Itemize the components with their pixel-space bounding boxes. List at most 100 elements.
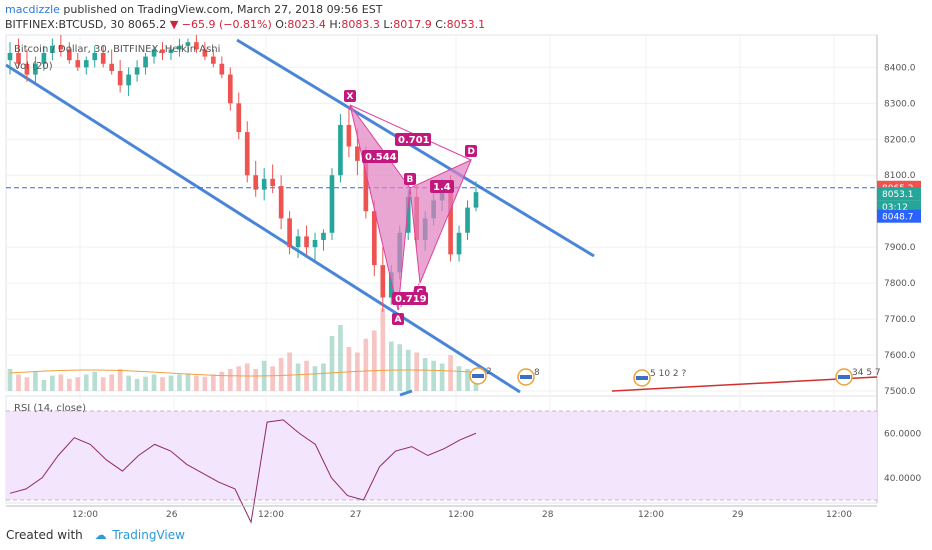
volume-bar xyxy=(397,344,403,391)
volume-bar xyxy=(295,363,301,391)
event-count-label: 5 10 2 ? xyxy=(650,369,686,379)
volume-bar xyxy=(109,374,115,391)
author-name[interactable]: macdizzle xyxy=(5,3,60,16)
price-tick-label: 7600.0 xyxy=(884,351,916,361)
candle-body xyxy=(312,239,318,248)
tradingview-logo-icon[interactable]: ☁ xyxy=(94,528,107,542)
volume-bar xyxy=(456,366,462,391)
volume-bar xyxy=(422,358,428,391)
low-value: 8017.9 xyxy=(393,18,432,31)
series-legend: Bitcoin / Dollar, 30, BITFINEX, Heikin A… xyxy=(14,44,220,55)
rsi-legend: RSI (14, close) xyxy=(14,403,86,414)
volume-bar xyxy=(329,336,335,391)
time-tick-label: 12:00 xyxy=(72,510,98,520)
price-tag-label: 8048.7 xyxy=(882,213,914,223)
tradingview-brand[interactable]: TradingView xyxy=(112,528,185,542)
volume-bar xyxy=(50,375,55,391)
ohlc-header: BITFINEX:BTCUSD, 30 8065.2 ▼ −65.9 (−0.8… xyxy=(5,18,485,31)
price-tag-label: 8053.1 xyxy=(882,190,914,200)
open-label: O: xyxy=(275,18,288,31)
volume-bar xyxy=(312,366,318,391)
volume-ma-line xyxy=(9,369,477,377)
volume-bar xyxy=(227,369,233,391)
last-price: 8065.2 xyxy=(127,18,167,31)
volume-bar xyxy=(66,378,72,391)
candle-body xyxy=(83,60,89,68)
volume-bar xyxy=(117,369,123,391)
event-flag-icon xyxy=(838,375,850,379)
channel-lower-line xyxy=(5,63,521,394)
volume-bar xyxy=(33,371,38,391)
candle-body xyxy=(253,175,259,190)
price-tick-label: 8400.0 xyxy=(884,63,916,73)
volume-bar xyxy=(160,377,165,391)
pattern-ratio-box xyxy=(362,150,398,163)
volume-bar xyxy=(16,374,21,391)
time-tick-label: 12:00 xyxy=(258,510,284,520)
candle-body xyxy=(405,196,411,233)
volume-bar xyxy=(287,352,292,391)
candle-body xyxy=(160,49,165,53)
candle-body xyxy=(236,103,242,133)
candle-body xyxy=(456,232,462,255)
candle-body xyxy=(33,63,38,75)
candle-body xyxy=(75,60,81,68)
volume-bar xyxy=(194,375,199,391)
volume-bar xyxy=(126,375,131,391)
price-change: −65.9 (−0.81%) xyxy=(181,18,272,31)
candle-body xyxy=(270,178,275,187)
rsi-tick-label: 40.0000 xyxy=(884,474,921,484)
event-flag-icon xyxy=(636,376,648,380)
volume-bar xyxy=(92,371,98,391)
volume-bar xyxy=(24,377,30,391)
candle-body xyxy=(388,272,394,298)
pattern-point-label: D xyxy=(468,147,475,157)
volume-bar xyxy=(41,380,47,391)
event-count-label: 8 xyxy=(534,368,540,378)
candle-body xyxy=(363,160,369,212)
pattern-ratio-label: 0.701 xyxy=(398,135,430,146)
price-tick-label: 8100.0 xyxy=(884,171,916,181)
candle-body xyxy=(448,189,453,255)
published-text: published on TradingView.com, March 27, … xyxy=(63,3,383,16)
candle-body xyxy=(16,52,21,64)
candle-body xyxy=(168,49,174,53)
volume-bar xyxy=(211,374,216,391)
time-tick-label: 27 xyxy=(350,510,361,520)
candle-body xyxy=(202,49,208,57)
event-flag-icon xyxy=(472,374,484,378)
candle-body xyxy=(304,236,309,248)
candle-body xyxy=(338,124,343,176)
volume-bar xyxy=(363,338,369,391)
candle-body xyxy=(380,265,386,298)
price-tag xyxy=(877,187,921,201)
time-tick-label: 26 xyxy=(166,510,178,520)
time-tick-label: 28 xyxy=(542,510,554,520)
volume-bar xyxy=(371,330,377,391)
volume-legend: Vol (20) xyxy=(14,61,53,72)
candle-body xyxy=(321,232,326,240)
volume-bar xyxy=(151,374,157,391)
price-tick-label: 8300.0 xyxy=(884,99,916,109)
candle-body xyxy=(287,218,292,248)
candle-body xyxy=(50,45,55,53)
pattern-point-label: B xyxy=(407,175,414,185)
time-tick-label: 12:00 xyxy=(638,510,664,520)
volume-bar xyxy=(185,373,191,391)
low-label: L: xyxy=(383,18,394,31)
candle-body xyxy=(134,67,140,75)
volume-bar xyxy=(278,358,284,391)
price-tick-label: 7700.0 xyxy=(884,315,916,325)
pattern-triangle-bcd xyxy=(409,159,472,284)
candle-body xyxy=(126,74,131,86)
volume-bar xyxy=(143,376,148,391)
volume-bar xyxy=(439,363,445,391)
pattern-point-marker xyxy=(344,90,356,102)
volume-bar xyxy=(202,376,208,391)
pattern-ratio-label: 1.4 xyxy=(433,182,451,193)
pattern-point-marker xyxy=(404,173,416,185)
pattern-point-label: A xyxy=(395,315,402,325)
candle-body xyxy=(244,132,250,176)
event-count-label: 2 xyxy=(486,367,492,377)
